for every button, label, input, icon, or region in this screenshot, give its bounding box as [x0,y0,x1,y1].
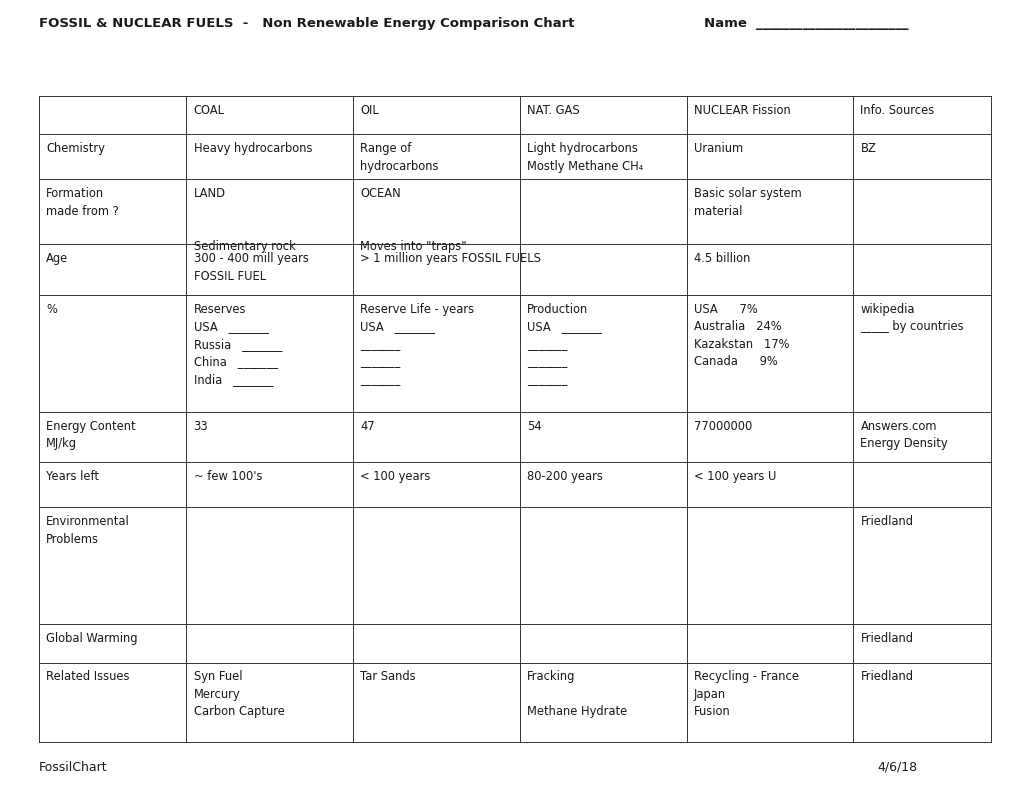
Text: Age: Age [46,252,68,266]
Text: 4/6/18: 4/6/18 [876,761,916,774]
Text: Years left: Years left [46,470,99,483]
Text: Light hydrocarbons
Mostly Methane CH₄: Light hydrocarbons Mostly Methane CH₄ [527,142,643,173]
Text: < 100 years U: < 100 years U [693,470,775,483]
Text: 80-200 years: 80-200 years [527,470,602,483]
Text: Chemistry: Chemistry [46,142,105,155]
Text: Uranium: Uranium [693,142,742,155]
Text: Friedland: Friedland [860,515,913,528]
Text: Friedland: Friedland [860,632,913,645]
Text: < 100 years: < 100 years [360,470,430,483]
Text: BZ: BZ [860,142,875,155]
Text: 54: 54 [527,420,541,433]
Text: %: % [46,303,57,316]
Text: Tar Sands: Tar Sands [360,671,416,683]
Text: 33: 33 [194,420,208,433]
Text: COAL: COAL [194,104,224,117]
Text: Info. Sources: Info. Sources [860,104,933,117]
Text: Reserve Life - years
USA   _______
_______
_______
_______: Reserve Life - years USA _______ _______… [360,303,474,385]
Text: Related Issues: Related Issues [46,671,129,683]
Text: FossilChart: FossilChart [39,761,107,774]
Text: Recycling - France
Japan
Fusion: Recycling - France Japan Fusion [693,671,798,719]
Text: Name  _______________________: Name _______________________ [703,17,907,30]
Text: 77000000: 77000000 [693,420,751,433]
Text: Range of
hydrocarbons: Range of hydrocarbons [360,142,438,173]
Text: Heavy hydrocarbons: Heavy hydrocarbons [194,142,312,155]
Text: Formation
made from ?: Formation made from ? [46,188,118,217]
Text: 47: 47 [360,420,375,433]
Text: > 1 million years FOSSIL FUELS: > 1 million years FOSSIL FUELS [360,252,541,266]
Text: OCEAN


Moves into "traps": OCEAN Moves into "traps" [360,188,467,253]
Text: NAT. GAS: NAT. GAS [527,104,579,117]
Text: 4.5 billion: 4.5 billion [693,252,749,266]
Text: USA      7%
Australia   24%
Kazakstan   17%
Canada      9%: USA 7% Australia 24% Kazakstan 17% Canad… [693,303,789,368]
Text: OIL: OIL [360,104,379,117]
Text: Fracking

Methane Hydrate: Fracking Methane Hydrate [527,671,627,719]
Text: Global Warming: Global Warming [46,632,138,645]
Text: Energy Content
MJ/kg: Energy Content MJ/kg [46,420,136,450]
Text: NUCLEAR Fission: NUCLEAR Fission [693,104,790,117]
Text: Basic solar system
material: Basic solar system material [693,188,801,217]
Text: Production
USA   _______
_______
_______
_______: Production USA _______ _______ _______ _… [527,303,601,385]
Text: Syn Fuel
Mercury
Carbon Capture: Syn Fuel Mercury Carbon Capture [194,671,284,719]
Text: ~ few 100's: ~ few 100's [194,470,262,483]
Text: Friedland: Friedland [860,671,913,683]
Text: FOSSIL & NUCLEAR FUELS  -   Non Renewable Energy Comparison Chart: FOSSIL & NUCLEAR FUELS - Non Renewable E… [39,17,574,30]
Text: Reserves
USA   _______
Russia   _______
China   _______
India   _______: Reserves USA _______ Russia _______ Chin… [194,303,281,385]
Text: LAND


Sedimentary rock: LAND Sedimentary rock [194,188,296,253]
Text: Environmental
Problems: Environmental Problems [46,515,129,545]
Text: 300 - 400 mill years
FOSSIL FUEL: 300 - 400 mill years FOSSIL FUEL [194,252,308,283]
Text: wikipedia
_____ by countries: wikipedia _____ by countries [860,303,963,333]
Text: Answers.com
Energy Density: Answers.com Energy Density [860,420,947,450]
